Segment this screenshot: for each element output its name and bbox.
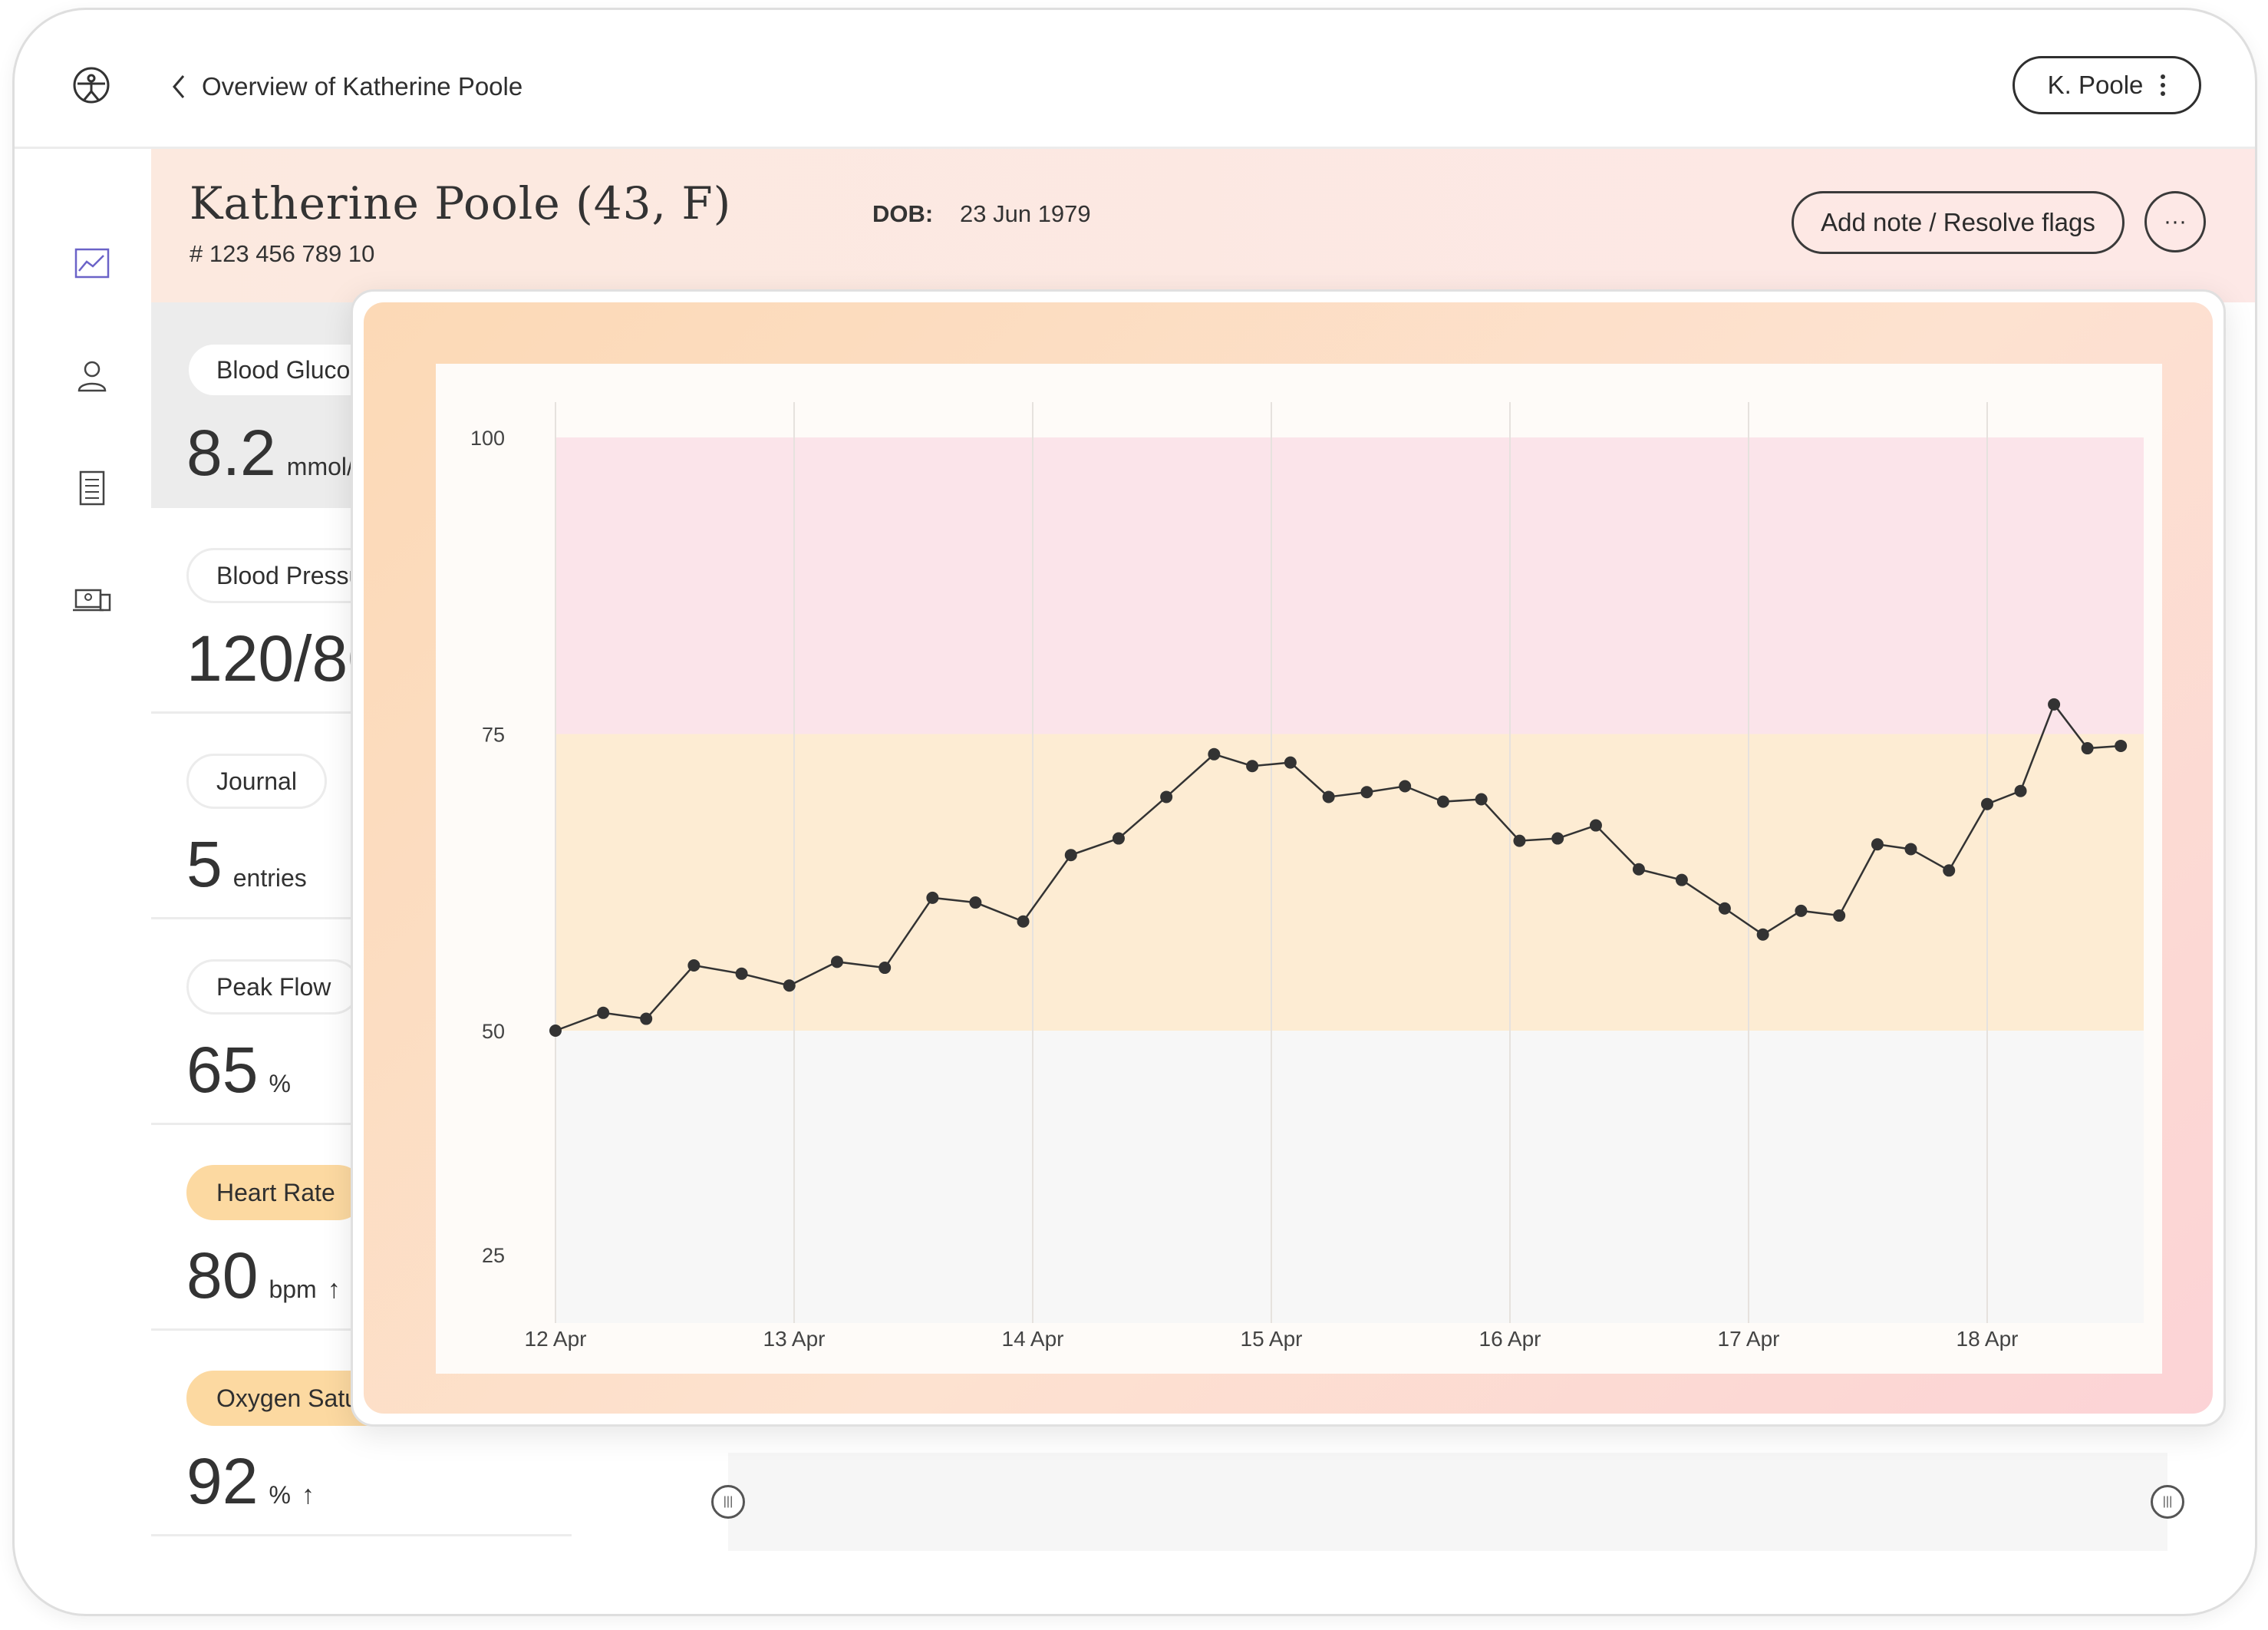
- chart-zoom-overlay: 12 Apr 13 Apr 14 Apr 15 Apr 16 Apr 17 Apr 18 A…: [351, 289, 2226, 1427]
- top-bar: Overview of Katherine Poole K. Poole: [15, 10, 2255, 149]
- user-name-label: K. Poole: [2047, 71, 2144, 99]
- data-point: [1246, 760, 1259, 773]
- range-end-handle[interactable]: |||: [2151, 1485, 2184, 1519]
- heart-rate-chart: 12 Apr 13 Apr 14 Apr 15 Apr 16 Apr 17 Apr 18 A…: [470, 402, 2144, 1351]
- data-point: [1017, 915, 1030, 928]
- x-tick-label: 18 Apr: [1956, 1327, 2019, 1351]
- metric-unit: %: [269, 1070, 291, 1097]
- data-point: [1632, 863, 1645, 876]
- document-icon[interactable]: [73, 469, 111, 507]
- data-point: [640, 1012, 653, 1025]
- arrow-up-icon: ↑: [327, 1275, 341, 1304]
- data-point: [1833, 909, 1846, 922]
- range-band-high: [555, 437, 2144, 734]
- x-tick-label: 17 Apr: [1718, 1327, 1780, 1351]
- data-point: [1436, 795, 1449, 808]
- more-options-icon: ···: [2164, 209, 2187, 234]
- drag-grip-icon: |||: [723, 1495, 733, 1508]
- x-tick-label: 15 Apr: [1241, 1327, 1303, 1351]
- data-point: [1360, 786, 1373, 799]
- y-tick-label: 25: [482, 1244, 505, 1267]
- arrow-up-icon: ↑: [301, 1480, 315, 1510]
- chevron-left-icon: [173, 75, 185, 98]
- metric-unit: bpm: [269, 1275, 317, 1303]
- devices-icon[interactable]: [73, 581, 111, 619]
- data-point: [1112, 832, 1125, 845]
- data-point: [2081, 742, 2094, 755]
- app-window: Overview of Katherine Poole K. Poole Kat…: [12, 8, 2257, 1616]
- patient-name: Katherine Poole (43, F): [190, 177, 732, 229]
- data-point: [2048, 698, 2061, 711]
- data-point: [1160, 790, 1173, 803]
- range-start-handle[interactable]: |||: [711, 1485, 745, 1519]
- user-menu-button[interactable]: K. Poole: [2013, 56, 2201, 114]
- app-logo-icon[interactable]: [71, 65, 111, 105]
- metric-value: 92: [186, 1445, 259, 1517]
- data-point: [2115, 739, 2128, 752]
- data-point: [549, 1025, 562, 1037]
- x-tick-label: 13 Apr: [763, 1327, 826, 1351]
- range-band-normal: [555, 1031, 2144, 1323]
- y-tick-label: 75: [482, 724, 505, 747]
- data-point: [1589, 819, 1602, 832]
- data-point: [926, 891, 939, 904]
- metric-card-journal[interactable]: Journal 5 entries: [151, 714, 572, 919]
- data-point: [1284, 756, 1297, 769]
- data-point: [1904, 843, 1917, 856]
- dob-value: 23 Jun 1979: [960, 200, 1091, 227]
- data-point: [597, 1006, 610, 1019]
- data-point: [2014, 784, 2027, 797]
- more-options-button[interactable]: ···: [2144, 191, 2206, 252]
- data-point: [1675, 873, 1688, 886]
- back-link-label: Overview of Katherine Poole: [202, 72, 523, 101]
- data-point: [1756, 928, 1769, 941]
- metric-label: Heart Rate: [186, 1165, 365, 1220]
- data-point: [879, 962, 892, 975]
- data-point: [1871, 838, 1884, 851]
- person-icon[interactable]: [73, 357, 111, 395]
- data-point: [1718, 902, 1731, 915]
- metric-unit: %: [269, 1481, 291, 1509]
- metric-unit: entries: [232, 864, 307, 892]
- data-point: [1981, 797, 1993, 810]
- data-point: [969, 896, 982, 909]
- patient-id: # 123 456 789 10: [190, 240, 375, 267]
- dob-label: DOB:: [872, 200, 934, 227]
- kebab-menu-icon: [2161, 74, 2166, 96]
- data-point: [1475, 793, 1488, 806]
- data-point: [1064, 849, 1077, 862]
- data-point: [1551, 832, 1564, 845]
- back-link[interactable]: Overview of Katherine Poole: [168, 71, 522, 102]
- data-point: [1208, 747, 1221, 761]
- data-point: [830, 955, 843, 968]
- x-tick-label: 14 Apr: [1002, 1327, 1064, 1351]
- metric-value: 5: [186, 828, 223, 900]
- x-tick-label: 16 Apr: [1479, 1327, 1541, 1351]
- data-point: [783, 979, 796, 992]
- range-band-elevated: [555, 734, 2144, 1031]
- metric-label: Journal: [186, 754, 327, 809]
- data-point: [1943, 864, 1956, 877]
- data-point: [1795, 904, 1808, 917]
- chart-container: 12 Apr 13 Apr 14 Apr 15 Apr 16 Apr 17 Apr 18 A…: [436, 364, 2162, 1374]
- data-point: [1322, 790, 1335, 803]
- y-tick-label: 50: [482, 1020, 505, 1043]
- patient-header: [151, 149, 2255, 302]
- data-point: [735, 967, 748, 980]
- drag-grip-icon: |||: [2162, 1495, 2173, 1508]
- chart-icon[interactable]: [73, 245, 111, 283]
- x-tick-label: 12 Apr: [525, 1327, 587, 1351]
- range-scrubber[interactable]: [728, 1453, 2167, 1551]
- metric-value: 65: [186, 1034, 259, 1106]
- add-note-button[interactable]: Add note / Resolve flags: [1792, 191, 2125, 254]
- y-tick-label: 100: [470, 427, 505, 450]
- metric-value: 8.2: [186, 417, 276, 489]
- chart-frame: 12 Apr 13 Apr 14 Apr 15 Apr 16 Apr 17 Apr 18 A…: [364, 302, 2213, 1414]
- data-point: [1399, 780, 1412, 793]
- data-point: [687, 959, 701, 972]
- metric-label: Peak Flow: [186, 959, 361, 1015]
- metric-value: 80: [186, 1239, 259, 1312]
- data-point: [1513, 834, 1526, 847]
